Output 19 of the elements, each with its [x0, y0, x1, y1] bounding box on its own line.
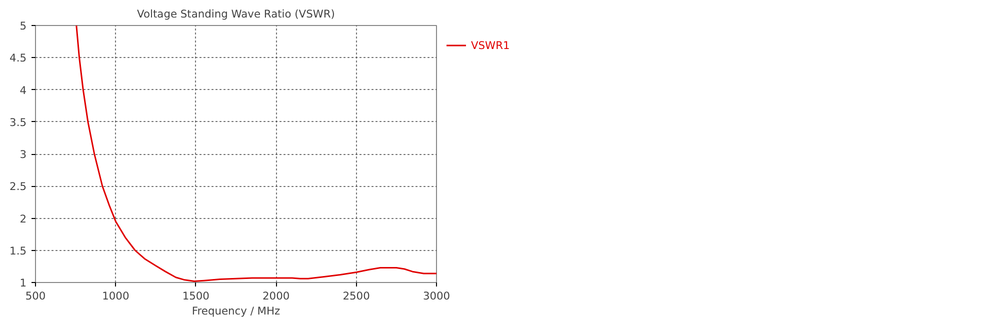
y-tick-label: 4.5: [10, 52, 27, 65]
x-tick-label: 1500: [182, 290, 210, 302]
x-tick-label: 1000: [102, 290, 130, 302]
y-tick-label: 1: [20, 276, 26, 290]
y-tick-label: 5: [20, 20, 26, 32]
x-axis-title: Frequency / MHz: [192, 304, 281, 318]
y-tick-label: 3.5: [10, 116, 27, 129]
y-tick-label: 3: [20, 148, 26, 161]
x-tick-label: 3000: [422, 290, 450, 302]
x-tick-label: 500: [25, 290, 46, 302]
y-tick-label: 2.5: [10, 180, 27, 194]
line-series: [76, 26, 436, 282]
legend-label: VSWR1: [471, 38, 510, 52]
x-tick-label: 2500: [342, 290, 370, 302]
x-tick-label: 2000: [262, 290, 290, 302]
chart-title: Voltage Standing Wave Ratio (VSWR): [137, 8, 335, 20]
y-tick-label: 4: [20, 84, 27, 97]
y-tick-label: 2: [20, 212, 26, 226]
y-tick-label: 1.5: [10, 244, 27, 258]
